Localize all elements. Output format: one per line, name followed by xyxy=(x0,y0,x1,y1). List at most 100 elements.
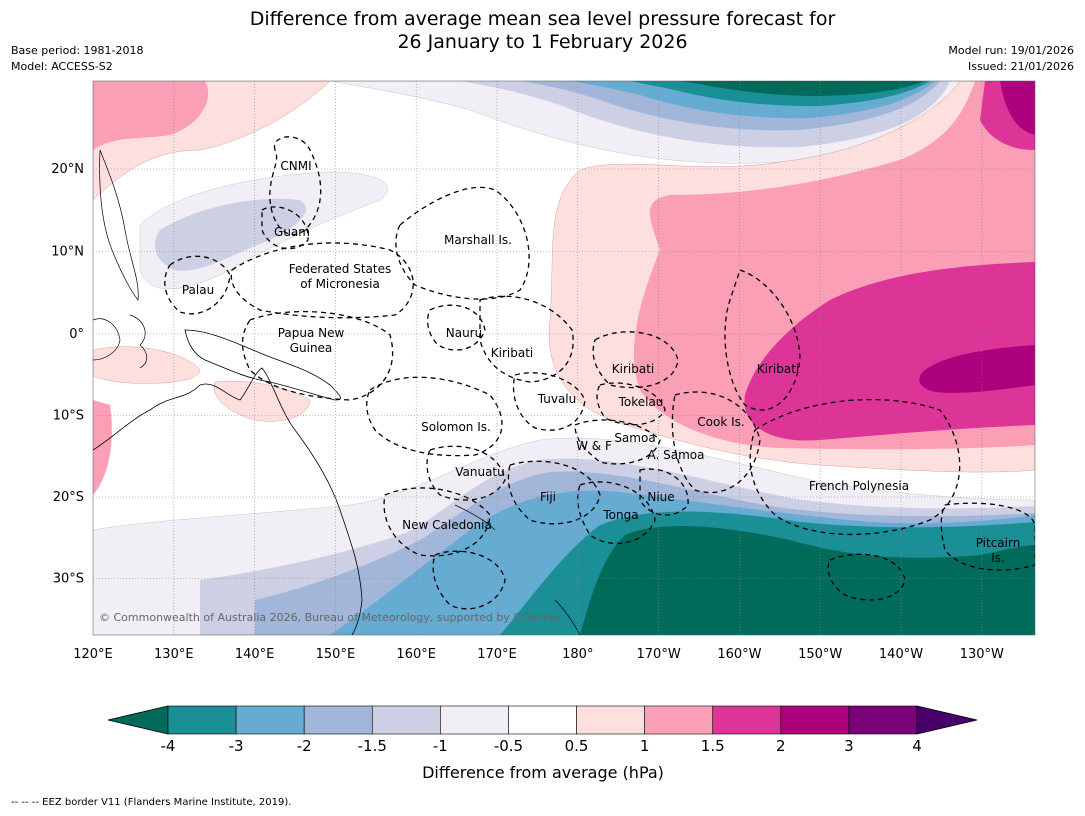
label-solomon: Solomon Is. xyxy=(421,420,491,434)
colorbar-tick-label: 1.5 xyxy=(701,737,725,755)
meta-left: Base period: 1981-2018 Model: ACCESS-S2 xyxy=(11,43,143,75)
colorbar-segment xyxy=(167,705,237,735)
new-caledonia-coastline xyxy=(454,504,496,531)
eez-guam xyxy=(261,206,309,250)
eez-tonga xyxy=(577,481,656,545)
issued-date: Issued: 21/01/2026 xyxy=(967,60,1074,73)
colorbar-tick-label: 0.5 xyxy=(565,737,589,755)
borneo-coastline xyxy=(93,318,121,361)
lat-tick-label: 20°S xyxy=(53,490,84,505)
eez-french-polynesia xyxy=(749,398,961,536)
label-nauru: Nauru xyxy=(446,326,482,340)
label-cnmi: CNMI xyxy=(280,159,311,173)
lon-tick-label: 170°E xyxy=(477,647,517,662)
anomaly-west-neg-2 xyxy=(155,198,306,271)
graticule xyxy=(93,81,1035,635)
model-name: Model: ACCESS-S2 xyxy=(11,60,113,73)
sulawesi-coastline xyxy=(129,314,148,369)
colorbar-tick-label: -0.5 xyxy=(494,737,523,755)
philippines-coastline xyxy=(99,149,139,301)
label-guam: Guam xyxy=(274,225,310,239)
lat-tick-label: 10°S xyxy=(53,409,84,424)
anomaly-png-pos xyxy=(93,346,201,384)
colorbar-segment xyxy=(508,705,577,735)
label-samoa: Samoa xyxy=(614,431,655,445)
colorbar-tick-label: -1.5 xyxy=(358,737,387,755)
colorbar-segment xyxy=(712,705,782,735)
colorbar-tick-label: 2 xyxy=(776,737,786,755)
colorbar-extend-high xyxy=(916,705,978,735)
eez-footnote: -- -- -- EEZ border V11 (Flanders Marine… xyxy=(11,797,292,808)
colorbar-segment xyxy=(576,705,645,735)
colorbar: -4 -3 -2 -1.5 -1 -0.5 0.5 1 1.5 2 3 4 xyxy=(107,705,978,755)
eez-palau xyxy=(164,255,231,315)
eez-tuvalu xyxy=(512,372,586,431)
eez-png xyxy=(241,310,394,401)
meta-right: Model run: 19/01/2026 Issued: 21/01/2026 xyxy=(948,43,1074,75)
eez-wf-samoa xyxy=(574,419,661,465)
eez-pitcairn xyxy=(940,502,1035,571)
chart-title: Difference from average mean sea level p… xyxy=(0,8,1085,54)
anomaly-north-neg-6 xyxy=(680,81,925,96)
colorbar-tick-label: -1 xyxy=(433,737,448,755)
colorbar-segment xyxy=(644,705,714,735)
colorbar-segment xyxy=(780,705,850,735)
base-period: Base period: 1981-2018 xyxy=(11,44,144,57)
lon-tick-label: 120°E xyxy=(73,647,113,662)
eez-niue xyxy=(639,468,689,516)
colorbar-segment xyxy=(371,705,441,735)
region-labels: CNMI Guam Marshall Is. Federated States … xyxy=(182,159,1020,565)
eez-borders xyxy=(164,136,1035,610)
colorbar-tick-label: 3 xyxy=(844,737,854,755)
colorbar-tick-label: -3 xyxy=(229,737,244,755)
eez-kiribati-line xyxy=(724,269,801,411)
lat-tick-label: 30°S xyxy=(53,572,84,587)
label-tuvalu: Tuvalu xyxy=(537,392,577,406)
anomaly-east-pos-4 xyxy=(919,345,1035,393)
label-french-polynesia: French Polynesia xyxy=(809,479,909,493)
longitude-axis: 120°E 130°E 140°E 150°E 160°E 170°E 180° 170°W 1… xyxy=(73,647,1004,662)
latitude-axis: 20°N 10°N 0° 10°S 20°S 30°S xyxy=(51,162,84,587)
label-fiji: Fiji xyxy=(540,490,556,504)
lon-tick-label: 150°W xyxy=(798,647,842,662)
label-kiribati-west: Kiribati xyxy=(491,346,533,360)
label-png-1: Papua New xyxy=(278,326,345,340)
label-kiribati-central: Kiribati xyxy=(612,362,654,376)
copyright-notice: © Commonwealth of Australia 2026, Bureau… xyxy=(99,611,562,624)
colorbar-tick-label: -4 xyxy=(161,737,176,755)
anomaly-east-pos-3 xyxy=(744,81,1035,441)
label-cook: Cook Is. xyxy=(697,415,744,429)
anomaly-south-neg-6 xyxy=(580,525,1035,635)
anomaly-field: CNMI Guam Marshall Is. Federated States … xyxy=(93,81,1035,635)
anomaly-coral-pos xyxy=(213,380,311,422)
title-line-2: 26 January to 1 February 2026 xyxy=(397,31,688,53)
anomaly-west-edge-pos xyxy=(93,400,112,495)
colorbar-segment xyxy=(303,705,373,735)
new-zealand-coastline xyxy=(554,599,581,635)
label-vanuatu: Vanuatu xyxy=(455,465,505,479)
colorbar-extend-low xyxy=(107,705,169,735)
lat-tick-label: 10°N xyxy=(51,245,84,260)
label-palau: Palau xyxy=(182,283,214,297)
lon-tick-label: 150°E xyxy=(316,647,356,662)
lon-tick-label: 130°E xyxy=(154,647,194,662)
label-fsm-1: Federated States xyxy=(289,262,391,276)
label-kiribati-east: Kiribati xyxy=(757,362,799,376)
eez-new-caledonia xyxy=(383,487,491,557)
label-pitcairn-1: Pitcairn xyxy=(976,536,1021,550)
colorbar-tick-label: -2 xyxy=(297,737,312,755)
lon-tick-label: 130°W xyxy=(960,647,1004,662)
map-frame xyxy=(92,80,1036,636)
colorbar-title: Difference from average (hPa) xyxy=(422,763,664,782)
label-pitcairn-2: Is. xyxy=(991,551,1005,565)
eez-southeast xyxy=(827,553,906,601)
lon-tick-label: 140°E xyxy=(235,647,275,662)
label-marshall: Marshall Is. xyxy=(444,233,512,247)
lat-tick-label: 20°N xyxy=(51,162,84,177)
lon-tick-label: 170°W xyxy=(637,647,681,662)
lat-tick-label: 0° xyxy=(69,327,84,342)
eez-kiribati-west xyxy=(479,295,574,383)
eez-marshall xyxy=(395,186,530,300)
australia-coastline xyxy=(93,367,363,635)
